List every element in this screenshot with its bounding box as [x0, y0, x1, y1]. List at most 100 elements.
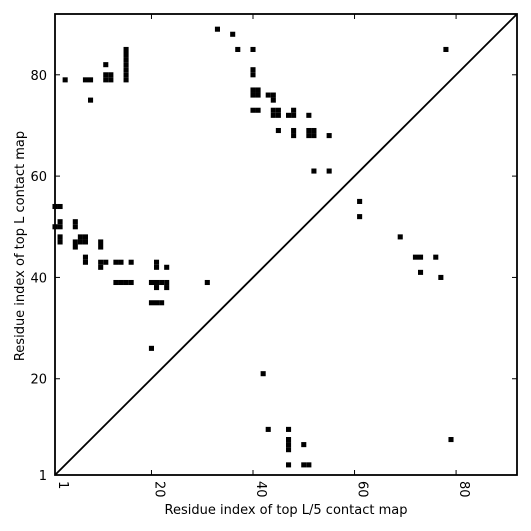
contact-point-top-l5 [357, 198, 363, 204]
contact-point-top-l [72, 244, 78, 250]
y-tick-label: 40 [30, 271, 47, 286]
contact-point-top-l [82, 239, 88, 245]
contact-point-top-l5 [265, 426, 271, 432]
contact-point-top-l [57, 234, 63, 240]
contact-point-top-l [123, 62, 129, 68]
contact-point-top-l [57, 203, 63, 210]
contact-point-top-l [57, 224, 63, 230]
contact-point-top-l [159, 300, 165, 306]
contact-point-top-l5 [301, 462, 307, 468]
contact-point-top-l [255, 107, 261, 113]
y-axis-label: Residue index of top L contact map [13, 131, 28, 361]
contact-point-top-l [72, 224, 78, 230]
contact-point-top-l [123, 57, 129, 63]
contact-point-top-l5 [443, 46, 449, 52]
contact-point-top-l [118, 279, 124, 286]
contact-point-top-l [291, 127, 297, 134]
contact-point-top-l [103, 259, 109, 265]
contact-point-top-l [275, 107, 281, 113]
contact-point-top-l [235, 46, 241, 52]
contact-point-top-l [291, 112, 297, 118]
contact-point-top-l [98, 264, 104, 270]
contact-point-top-l5 [286, 462, 292, 468]
contact-point-top-l [113, 259, 119, 265]
contact-point-top-l [250, 46, 256, 52]
contact-point-top-l [311, 127, 317, 134]
contact-point-top-l [286, 112, 292, 118]
contact-point-top-l5 [412, 254, 418, 260]
contact-point-top-l [103, 62, 109, 68]
contact-point-top-l [326, 168, 332, 174]
contact-point-top-l [255, 87, 261, 93]
contact-point-top-l [98, 244, 104, 250]
contact-point-top-l5 [418, 254, 424, 260]
contact-point-top-l [82, 259, 88, 265]
contact-point-top-l [204, 279, 210, 286]
contact-point-top-l [103, 72, 109, 78]
contact-point-top-l [250, 72, 256, 78]
contact-point-top-l5 [357, 214, 363, 220]
contact-point-top-l [270, 112, 276, 118]
contact-point-top-l [230, 31, 236, 37]
y-tick-label: 60 [30, 170, 47, 185]
contact-point-top-l [88, 97, 94, 103]
contact-point-top-l [154, 279, 160, 286]
x-tick-label: 60 [355, 481, 370, 498]
contact-point-top-l [72, 239, 78, 245]
contact-point-top-l5 [433, 254, 439, 260]
contact-point-top-l [164, 264, 170, 270]
contact-point-top-l [77, 234, 83, 240]
contact-point-top-l [164, 279, 170, 286]
contact-point-top-l [154, 264, 160, 270]
contact-point-top-l [311, 168, 317, 174]
contact-point-top-l [154, 259, 160, 265]
contact-point-top-l [250, 87, 256, 93]
x-tick-label: 1 [55, 481, 70, 489]
contact-point-top-l [123, 51, 129, 58]
contact-point-top-l5 [286, 442, 292, 448]
contact-point-top-l [118, 259, 124, 265]
y-tick-label: 1 [39, 469, 47, 484]
contact-point-top-l [159, 279, 165, 286]
contact-point-top-l5 [301, 442, 307, 448]
contact-point-top-l [291, 107, 297, 113]
contact-point-top-l5 [418, 269, 424, 275]
contact-point-top-l [123, 77, 129, 83]
points-layer [52, 26, 454, 468]
contact-point-top-l [265, 92, 271, 98]
contact-point-top-l [128, 279, 134, 286]
contact-point-top-l5 [286, 437, 292, 443]
contact-point-top-l [255, 92, 261, 98]
contact-point-top-l [72, 219, 78, 225]
contact-point-top-l [82, 254, 88, 260]
contact-point-top-l [306, 127, 312, 134]
x-tick-label: 40 [253, 481, 268, 498]
contact-point-top-l [275, 127, 281, 134]
contact-point-top-l [291, 133, 297, 139]
contact-point-top-l [57, 239, 63, 245]
contact-point-top-l [123, 46, 129, 52]
contact-point-top-l [154, 300, 160, 306]
contact-point-top-l [250, 92, 256, 98]
contact-point-top-l [306, 133, 312, 139]
contact-point-top-l [164, 285, 170, 291]
contact-point-top-l [123, 67, 129, 73]
contact-point-top-l5 [448, 437, 454, 443]
x-tick-label: 20 [151, 481, 166, 498]
contact-point-top-l [214, 26, 220, 32]
contact-point-top-l [306, 112, 312, 118]
x-tick-label: 80 [456, 481, 471, 498]
x-axis-label: Residue index of top L/5 contact map [165, 503, 408, 518]
plot-frame [54, 13, 518, 476]
contact-point-top-l [311, 133, 317, 139]
contact-point-top-l [250, 107, 256, 113]
contact-point-top-l [62, 77, 68, 83]
y-axis: 1 20 40 60 80 [30, 69, 517, 484]
contact-point-top-l [128, 259, 134, 265]
contact-point-top-l [108, 77, 114, 83]
contact-point-top-l [270, 107, 276, 113]
y-tick-label: 80 [30, 69, 47, 84]
contact-point-top-l [148, 279, 154, 286]
contact-point-top-l [270, 92, 276, 98]
